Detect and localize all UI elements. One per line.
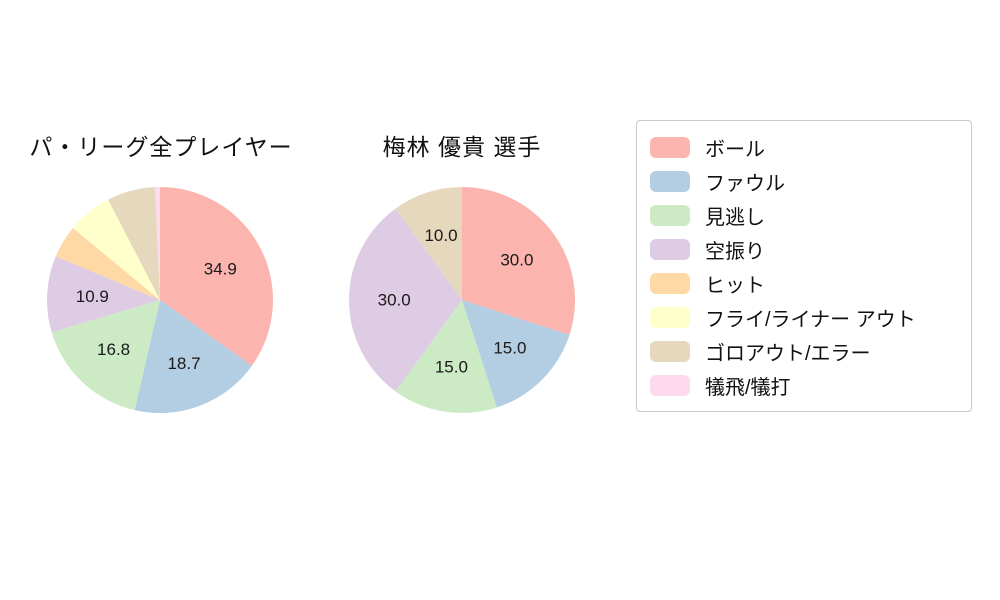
pie-slice-フライ/ライナー アウト [72,199,160,300]
pie-value-label: 15.0 [435,358,468,377]
legend-swatch [650,306,690,328]
pie-slice-ボール [462,187,576,335]
pie-value-label: 15.0 [493,338,526,357]
right-chart-title: 梅林 優貴 選手 [382,134,542,160]
pie-slice-見逃し [51,300,160,411]
legend-item: 犠飛/犠打 [650,368,971,402]
pie-slice-空振り [348,208,462,392]
legend-swatch [650,238,690,260]
pie-slice-ファウル [462,300,570,408]
legend-items: ボールファウル見逃し空振りヒットフライ/ライナー アウト ゴロアウト/エラー 犠飛/… [650,130,971,402]
legend-label: 見逃し [705,206,765,229]
legend-label: 犠飛/犠打 [705,376,791,399]
pie-slice-犠飛/犠打 [155,187,160,300]
pie-slice-ファウル [134,300,252,413]
legend-label: フライ/ライナー アウト [705,308,916,331]
legend-item: ゴロアウト/エラー [650,334,971,368]
left-chart-title: パ・リーグ全プレイヤー [29,134,293,160]
pie-value-label: 30.0 [378,291,411,310]
legend-label: ゴロアウト/エラー [705,342,871,365]
legend-label: 空振り [705,240,765,263]
pie-chart-left: 34.9 18.7 16.8 10.9 [47,187,273,413]
pie-slice-ヒット [55,227,160,300]
legend-label: ヒット [705,274,765,297]
legend-item: 見逃し [650,198,971,232]
legend-swatch [650,170,690,192]
pie-value-label: 10.9 [76,287,109,306]
legend-swatch [650,340,690,362]
pie-chart-right: 30.0 15.0 15.0 30.0 10.0 [348,187,576,414]
legend-swatch [650,374,690,396]
legend-swatch [650,136,690,158]
pie-value-label: 34.9 [204,260,237,279]
legend-item: ヒット [650,266,971,300]
legend-item: ファウル [650,164,971,198]
pie-value-label: 16.8 [97,340,130,359]
legend: ボールファウル見逃し空振りヒットフライ/ライナー アウト ゴロアウト/エラー 犠飛/… [636,120,972,412]
pie-value-label: 10.0 [424,226,457,245]
pie-slice-ボール [160,187,273,366]
pie-value-label: 18.7 [167,354,200,373]
pie-value-label: 30.0 [500,251,533,270]
pie-slice-ゴロアウト/エラー [108,187,160,300]
legend-item: フライ/ライナー アウト [650,300,971,334]
legend-label: ファウル [705,172,785,195]
legend-swatch [650,204,690,226]
legend-label: ボール [705,138,765,161]
pie-slice-ゴロアウト/エラー [395,187,462,300]
legend-item: ボール [650,130,971,164]
pie-slice-見逃し [395,300,497,414]
pie-slice-空振り [47,256,161,333]
legend-item: 空振り [650,232,971,266]
legend-swatch [650,272,690,294]
